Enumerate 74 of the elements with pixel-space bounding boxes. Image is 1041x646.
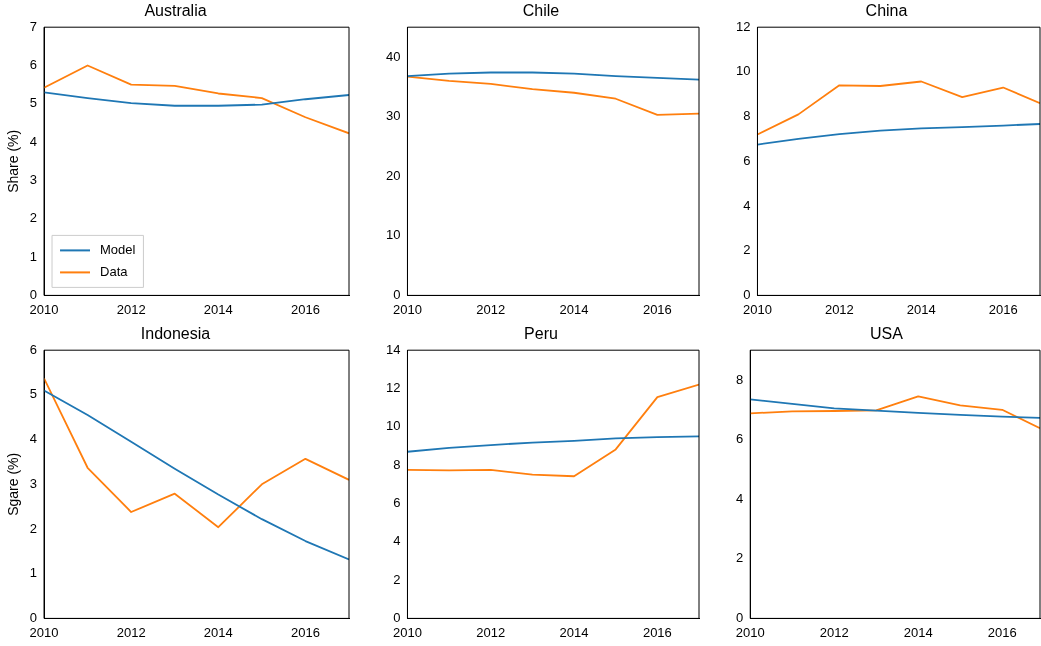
y-tick-label: 4 xyxy=(29,431,38,447)
y-tick-label: 1 xyxy=(29,248,38,264)
x-tick-label: 2016 xyxy=(290,301,320,317)
x-tick-label: 2012 xyxy=(819,624,849,640)
y-tick-label: 2 xyxy=(393,571,401,587)
y-tick-label: 6 xyxy=(393,495,401,511)
y-tick-label: 10 xyxy=(385,227,401,243)
y-tick-label: 12 xyxy=(385,380,401,396)
y-tick-label: 30 xyxy=(385,108,401,124)
y-tick-label: 0 xyxy=(736,609,744,625)
y-tick-label: 6 xyxy=(29,341,38,357)
chart-title: China xyxy=(865,2,908,20)
y-tick-label: 1 xyxy=(29,565,38,581)
legend-label: Data xyxy=(100,263,129,279)
x-tick-label: 2010 xyxy=(29,301,59,317)
y-tick-label: 5 xyxy=(29,386,38,402)
x-tick-label: 2010 xyxy=(29,624,59,640)
x-tick-label: 2012 xyxy=(476,624,506,640)
x-tick-label: 2010 xyxy=(393,624,422,640)
x-tick-label: 2012 xyxy=(824,301,854,317)
x-tick-label: 2014 xyxy=(559,624,589,640)
y-tick-label: 0 xyxy=(393,609,401,625)
y-tick-label: 8 xyxy=(393,456,401,472)
x-tick-label: 2012 xyxy=(476,301,506,317)
y-tick-label: 20 xyxy=(385,167,401,183)
x-tick-label: 2012 xyxy=(116,301,146,317)
legend-label: Model xyxy=(100,241,136,257)
y-tick-label: 4 xyxy=(29,133,38,149)
x-tick-label: 2010 xyxy=(743,301,772,317)
chart-title: Indonesia xyxy=(140,325,211,343)
y-tick-label: 6 xyxy=(743,152,751,168)
y-tick-label: 4 xyxy=(393,533,401,549)
x-tick-label: 2016 xyxy=(642,624,672,640)
y-tick-label: 2 xyxy=(743,242,751,258)
y-tick-label: 2 xyxy=(29,210,38,226)
y-axis-title: Sgare (%) xyxy=(5,452,22,516)
chart-title: USA xyxy=(870,325,904,343)
y-tick-label: 4 xyxy=(736,490,744,506)
x-tick-label: 2014 xyxy=(203,301,233,317)
x-tick-label: 2012 xyxy=(116,624,146,640)
y-tick-label: 5 xyxy=(29,95,38,111)
x-tick-label: 2014 xyxy=(203,624,233,640)
y-tick-label: 6 xyxy=(736,431,744,447)
x-tick-label: 2010 xyxy=(393,301,422,317)
y-tick-label: 6 xyxy=(29,57,38,73)
y-tick-label: 0 xyxy=(29,609,38,625)
y-tick-label: 8 xyxy=(743,108,751,124)
y-tick-label: 12 xyxy=(735,18,751,34)
y-tick-label: 10 xyxy=(385,418,401,434)
y-axis-title: Share (%) xyxy=(5,129,22,193)
y-tick-label: 0 xyxy=(393,286,401,302)
y-tick-label: 2 xyxy=(736,550,744,566)
x-tick-label: 2016 xyxy=(290,624,320,640)
x-tick-label: 2014 xyxy=(559,301,589,317)
chart-title: Peru xyxy=(524,325,558,343)
chart-title: Chile xyxy=(522,2,560,20)
y-tick-label: 3 xyxy=(29,475,38,491)
y-tick-label: 40 xyxy=(385,48,401,64)
x-tick-label: 2016 xyxy=(988,301,1018,317)
x-tick-label: 2014 xyxy=(906,301,936,317)
y-tick-label: 10 xyxy=(735,63,751,79)
y-tick-label: 2 xyxy=(29,520,38,536)
y-tick-label: 14 xyxy=(385,341,401,357)
y-tick-label: 0 xyxy=(29,286,38,302)
y-tick-label: 3 xyxy=(29,172,38,188)
x-tick-label: 2010 xyxy=(735,624,765,640)
y-tick-label: 8 xyxy=(736,371,744,387)
y-tick-label: 0 xyxy=(743,286,751,302)
y-tick-label: 7 xyxy=(29,18,38,34)
chart-title: Australia xyxy=(144,2,207,20)
x-tick-label: 2014 xyxy=(903,624,933,640)
x-tick-label: 2016 xyxy=(987,624,1017,640)
x-tick-label: 2016 xyxy=(642,301,672,317)
y-tick-label: 4 xyxy=(743,197,751,213)
